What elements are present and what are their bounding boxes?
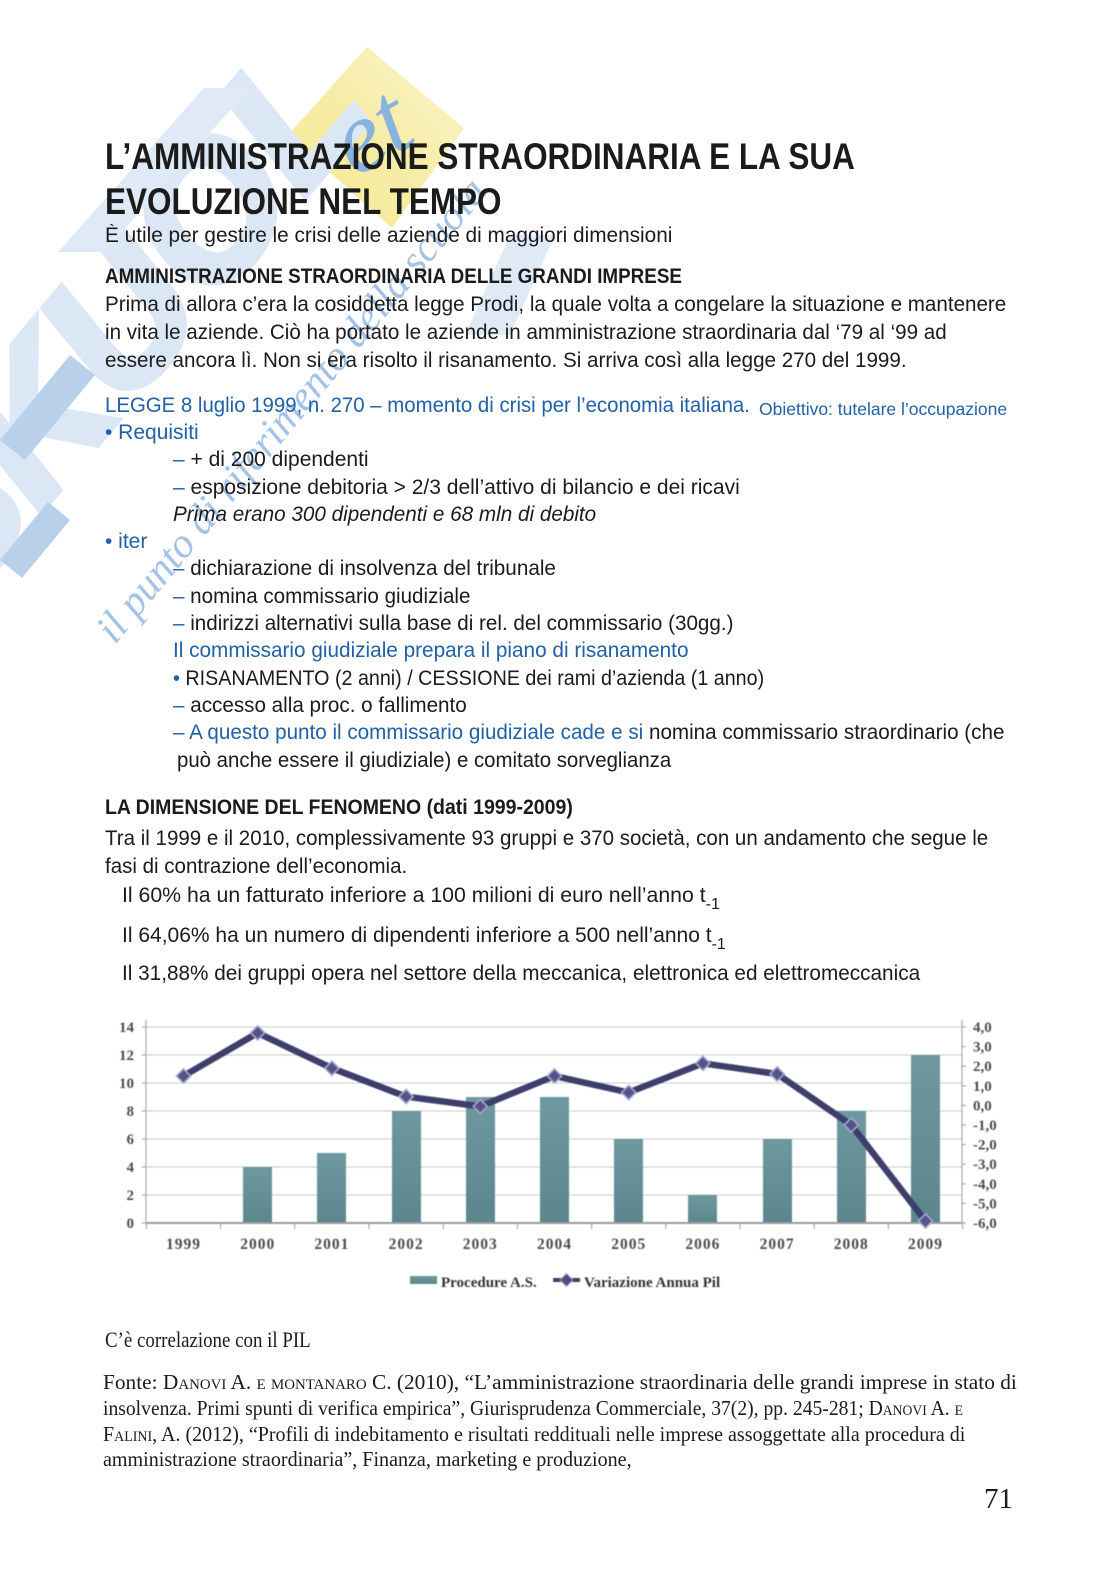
- svg-text:1999: 1999: [166, 1236, 201, 1253]
- svg-text:2004: 2004: [537, 1236, 572, 1253]
- svg-text:8: 8: [127, 1104, 135, 1120]
- svg-text:14: 14: [119, 1020, 135, 1036]
- svg-text:Procedure A.S.: Procedure A.S.: [441, 1275, 537, 1291]
- svg-text:12: 12: [119, 1048, 134, 1064]
- svg-text:0: 0: [127, 1216, 135, 1232]
- svg-text:6: 6: [127, 1132, 135, 1148]
- svg-text:4: 4: [127, 1160, 135, 1176]
- svg-text:Variazione Annua Pil: Variazione Annua Pil: [584, 1275, 720, 1291]
- svg-text:10: 10: [119, 1076, 134, 1092]
- svg-text:2001: 2001: [314, 1236, 349, 1253]
- svg-text:-1,0: -1,0: [973, 1118, 997, 1134]
- svg-text:0,0: 0,0: [973, 1098, 992, 1114]
- svg-text:2: 2: [127, 1188, 135, 1204]
- svg-text:-5,0: -5,0: [973, 1196, 997, 1212]
- svg-text:-6,0: -6,0: [973, 1216, 997, 1232]
- svg-text:-3,0: -3,0: [973, 1157, 997, 1173]
- svg-text:2,0: 2,0: [973, 1059, 992, 1075]
- svg-text:2002: 2002: [389, 1236, 424, 1253]
- svg-text:2009: 2009: [908, 1236, 943, 1253]
- svg-text:-4,0: -4,0: [973, 1177, 997, 1193]
- svg-text:3,0: 3,0: [973, 1040, 992, 1056]
- svg-text:4,0: 4,0: [973, 1020, 992, 1036]
- svg-text:2008: 2008: [834, 1236, 869, 1253]
- svg-text:1,0: 1,0: [973, 1079, 992, 1095]
- svg-text:2000: 2000: [240, 1236, 275, 1253]
- svg-text:-2,0: -2,0: [973, 1138, 997, 1154]
- svg-text:2003: 2003: [463, 1236, 498, 1253]
- svg-text:2006: 2006: [685, 1236, 720, 1253]
- svg-text:2007: 2007: [760, 1236, 795, 1253]
- svg-text:2005: 2005: [611, 1236, 646, 1253]
